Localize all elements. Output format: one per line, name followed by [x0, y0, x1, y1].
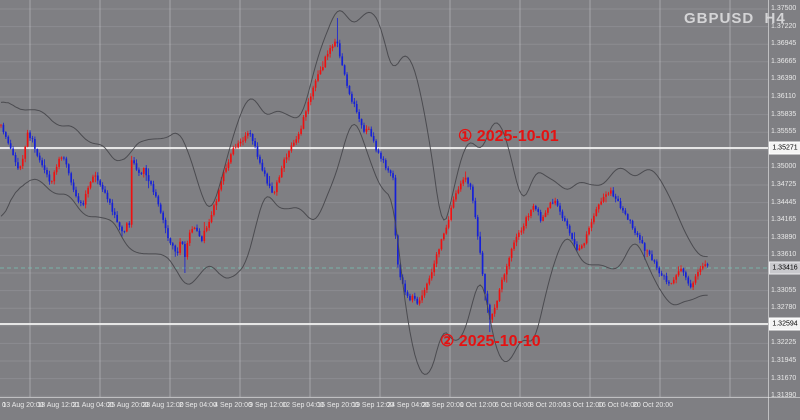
time-axis-label: 20 Oct 20:00 — [632, 402, 674, 409]
time-axis-label: 18 Aug 12:00 — [37, 402, 79, 409]
time-axis-label: 21 Aug 04:00 — [72, 402, 114, 409]
current-price-tag: 1.33416 — [769, 261, 800, 275]
symbol-timeframe-title: GBPUSD H4 — [684, 10, 786, 27]
price-axis-label: 1.34445 — [771, 198, 797, 206]
time-axis-label: 0 — [2, 402, 6, 409]
price-axis-label: 1.36665 — [771, 57, 797, 65]
time-axis-label: 1 Oct 12:00 — [459, 402, 497, 409]
time-axis-label: 28 Aug 12:00 — [142, 402, 184, 409]
time-axis-label: 6 Oct 04:00 — [494, 402, 532, 409]
price-axis-label: 1.35000 — [771, 163, 797, 171]
price-axis-label: 1.33610 — [771, 251, 797, 259]
hline-price-tag-lower: 1.32594 — [769, 317, 800, 331]
time-axis-label: 12 Sep 04:00 — [282, 402, 324, 409]
time-axis-label: 16 Sep 20:00 — [317, 402, 359, 409]
time-axis-label: 13 Aug 20:00 — [2, 402, 44, 409]
price-axis-label: 1.34165 — [771, 216, 797, 224]
grid — [0, 0, 768, 397]
price-axis-label: 1.33890 — [771, 233, 797, 241]
hline-price-tag-upper: 1.35271 — [769, 141, 800, 155]
price-axis-label: 1.35555 — [771, 128, 797, 136]
bollinger-upper-band — [0, 10, 708, 258]
price-axis-label: 1.31670 — [771, 374, 797, 382]
time-axis-label: 13 Oct 12:00 — [562, 402, 604, 409]
price-axis-label: 1.37220 — [771, 22, 797, 30]
price-axis-label: 1.35835 — [771, 110, 797, 118]
price-axis-label: 1.32225 — [771, 339, 797, 347]
bollinger-lower-band — [0, 123, 708, 375]
time-axis-label: 16 Oct 04:00 — [597, 402, 639, 409]
price-axis-label: 1.36390 — [771, 75, 797, 83]
price-axis-label: 1.31945 — [771, 357, 797, 364]
price-axis-label: 1.36110 — [771, 93, 796, 100]
annotation-date-1: ① 2025-10-01 — [458, 128, 559, 145]
time-axis-label: 19 Sep 12:00 — [352, 402, 394, 409]
price-axis-label: 1.32780 — [771, 304, 797, 312]
annotation-date-2: ② 2025-10-10 — [440, 333, 541, 350]
price-axis-label: 1.37500 — [771, 5, 797, 12]
price-axis-label: 1.33055 — [771, 286, 797, 294]
time-axis-label: 2 Sep 04:00 — [179, 402, 217, 409]
time-axis-label: 26 Sep 20:00 — [422, 402, 464, 409]
candles-group[interactable] — [0, 18, 709, 332]
time-axis-label: 4 Sep 20:00 — [214, 402, 252, 409]
time-axis-label: 25 Aug 20:00 — [107, 402, 149, 409]
price-axis-label: 1.34725 — [771, 181, 797, 188]
time-axis-label: 8 Oct 20:00 — [529, 402, 567, 409]
time-axis-label: 9 Sep 12:00 — [249, 402, 287, 409]
time-axis-label: 24 Sep 04:00 — [387, 402, 429, 409]
price-axis-label: 1.36945 — [771, 40, 797, 48]
price-axis-label: 1.31390 — [771, 392, 797, 400]
